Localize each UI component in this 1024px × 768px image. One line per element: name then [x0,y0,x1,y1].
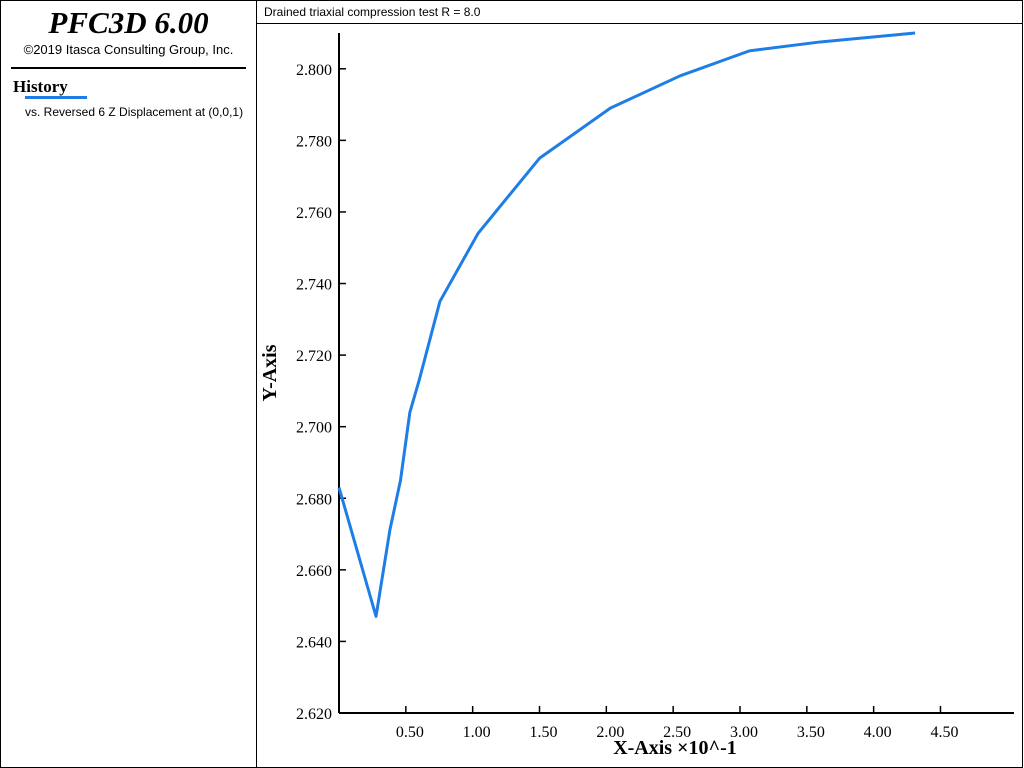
x-axis-title: X-Axis ×10^-1 [613,737,737,759]
plot-panel: Drained triaxial compression test R = 8.… [256,0,1023,768]
chart: X-Axis ×10^-1 Y-Axis 2.620 2.640 2.660 2.68… [259,31,1014,759]
y-tick-label: 2.720 [296,348,332,365]
y-tick-label: 2.740 [296,277,332,294]
x-tick-label: 4.50 [930,724,958,741]
copyright: ©2019 Itasca Consulting Group, Inc. [23,42,234,57]
y-axis-title: Y-Axis [259,344,281,401]
legend-panel: PFC3D 6.00 ©2019 Itasca Consulting Group… [0,0,257,768]
legend-entry: vs. Reversed 6 Z Displacement at (0,0,1) [25,105,244,119]
x-tick-label: 0.50 [396,724,424,741]
x-tick-label: 4.00 [864,724,892,741]
y-tick-label: 2.700 [296,420,332,437]
legend-swatch [25,96,87,99]
app-title: PFC3D 6.00 [48,5,209,40]
separator [11,67,246,69]
legend-heading: History [13,77,68,96]
y-tick-label: 2.660 [296,563,332,580]
y-tick-label: 2.620 [296,706,332,723]
x-tick-label: 2.50 [663,724,691,741]
x-tick-label: 1.50 [529,724,557,741]
data-line [337,31,916,618]
y-tick-label: 2.760 [296,205,332,222]
x-tick-label: 3.50 [797,724,825,741]
x-tick-label: 2.00 [596,724,624,741]
x-tick-label: 1.00 [463,724,491,741]
y-tick-label: 2.680 [296,491,332,508]
y-tick-label: 2.640 [296,634,332,651]
chart-title: Drained triaxial compression test R = 8.… [256,1,1022,24]
x-tick-label: 3.00 [730,724,758,741]
y-tick-label: 2.780 [296,133,332,150]
y-tick-label: 2.800 [296,62,332,79]
